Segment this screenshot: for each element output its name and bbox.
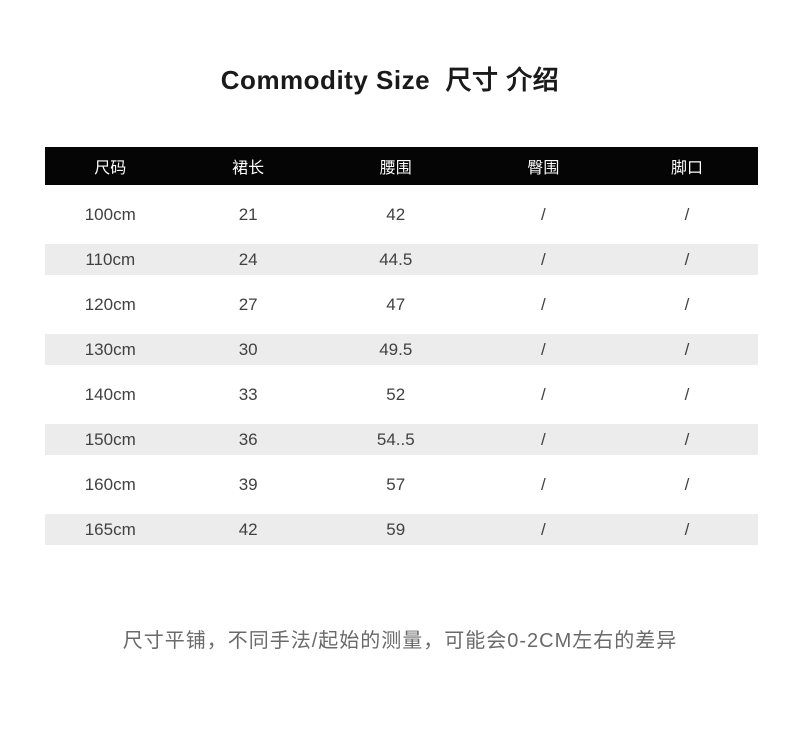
table-cell: 24 xyxy=(238,249,258,269)
table-cell: 130cm xyxy=(84,339,136,359)
table-row: 100cm 21 42 / / xyxy=(45,192,758,237)
table-cell: 44.5 xyxy=(379,249,413,269)
table-cell: / xyxy=(684,249,690,269)
table-cell: 57 xyxy=(386,474,406,494)
table-cell: / xyxy=(684,294,690,314)
table-cell: 27 xyxy=(238,294,258,314)
table-cell: 110cm xyxy=(85,249,136,269)
table-cell: 100cm xyxy=(84,204,136,224)
table-cell: 36 xyxy=(238,429,258,449)
table-cell: 49.5 xyxy=(379,339,413,359)
table-cell: / xyxy=(540,204,546,224)
table-cell: / xyxy=(540,474,546,494)
table-cell: 30 xyxy=(238,339,258,359)
table-cell: 47 xyxy=(386,294,406,314)
table-row: 140cm 33 52 / / xyxy=(45,372,758,417)
table-body: 100cm 21 42//110cm 24 44.5//120cm 27 47//130cm… xyxy=(45,192,758,552)
measurement-note: 尺寸平铺，不同手法/起始的测量，可能会0-2CM左右的差异 xyxy=(122,630,678,652)
table-header-cell: 裙长 xyxy=(232,160,265,177)
table-cell: 42 xyxy=(386,204,406,224)
table-row: 120cm 27 47 / / xyxy=(45,282,758,327)
table-cell: / xyxy=(540,519,546,539)
table-cell: 150cm xyxy=(84,429,136,449)
table-row: 165cm 42 59 / / xyxy=(45,507,758,552)
table-cell: / xyxy=(684,474,690,494)
table-cell: / xyxy=(684,519,690,539)
table-cell: 42 xyxy=(238,519,258,539)
table-header-cell: 臀围 xyxy=(527,160,560,177)
size-table: 尺码 裙长 腰围 臀围 脚口 100cm 21 42//110cm 24 44.5//120cm… xyxy=(45,147,758,552)
table-row: 110cm 24 44.5 / / xyxy=(45,237,758,282)
table-cell: 33 xyxy=(238,384,258,404)
table-cell: 160cm xyxy=(84,474,136,494)
table-cell: / xyxy=(684,384,690,404)
table-cell: / xyxy=(540,339,546,359)
table-cell: 59 xyxy=(386,519,406,539)
table-row: 160cm 39 57 / / xyxy=(45,462,758,507)
table-cell: / xyxy=(540,249,546,269)
table-cell: 21 xyxy=(238,204,258,224)
table-cell: 120cm xyxy=(84,294,136,314)
table-cell: / xyxy=(684,204,690,224)
table-cell: 140cm xyxy=(84,384,136,404)
table-header-row: 尺码 裙长 腰围 臀围 脚口 xyxy=(45,147,758,185)
table-cell: / xyxy=(684,339,690,359)
table-row: 130cm 30 49.5 / / xyxy=(45,327,758,372)
table-cell: 165cm xyxy=(84,519,136,539)
page-title: Commodity Size 尺寸 介绍 xyxy=(220,65,560,95)
table-row: 150cm 36 54..5 / / xyxy=(45,417,758,462)
table-header-cell: 腰围 xyxy=(379,160,412,177)
table-header-cell: 尺码 xyxy=(94,160,127,177)
table-cell: 39 xyxy=(238,474,258,494)
table-cell: / xyxy=(540,384,546,404)
table-cell: / xyxy=(684,429,690,449)
table-cell: 52 xyxy=(386,384,406,404)
table-cell: / xyxy=(540,294,546,314)
table-cell: / xyxy=(540,429,546,449)
table-cell: 54..5 xyxy=(376,429,415,449)
table-header-cell: 脚口 xyxy=(670,160,703,177)
